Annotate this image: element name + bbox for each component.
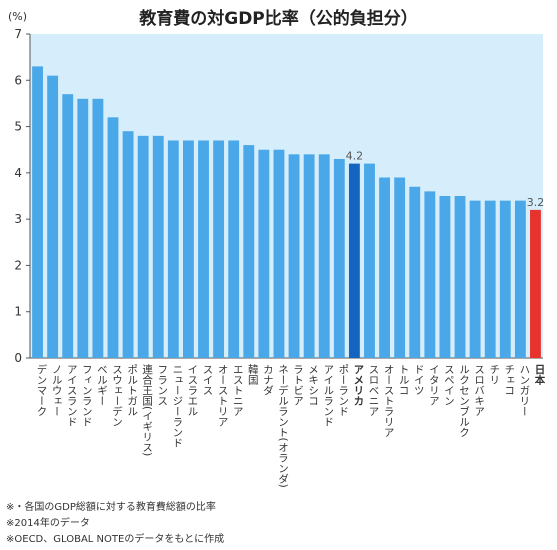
bar (424, 191, 436, 358)
category-label: ルクセンブルク (458, 364, 470, 438)
y-tick-label: 6 (14, 73, 22, 87)
y-tick-label: 2 (14, 258, 22, 272)
category-label: トルコ (398, 364, 410, 396)
category-label: スロベニア (367, 364, 379, 417)
footnote-2: ※2014年のデータ (6, 518, 90, 529)
bar (182, 140, 194, 358)
footnote-1: ※・各国のGDP総額に対する教育費総額の比率 (6, 502, 216, 513)
category-label: スペイン (443, 364, 455, 406)
y-tick-label: 3 (14, 212, 22, 226)
category-label: アイスランド (66, 364, 78, 427)
bar (258, 149, 270, 358)
category-label: ラトビア (292, 364, 304, 406)
bar (167, 140, 179, 358)
footnotes: ※・各国のGDP総額に対する教育費総額の比率 ※2014年のデータ ※OECD、… (6, 500, 224, 548)
chart-title: 教育費の対GDP比率（公的負担分） (139, 9, 418, 29)
bar (213, 140, 225, 358)
category-label: 韓国 (247, 364, 259, 386)
category-label: メキシコ (307, 364, 319, 406)
footnote-3: ※OECD、GLOBAL NOTEのデータをもとに作成 (6, 534, 225, 545)
y-tick-label: 7 (14, 27, 22, 41)
bar (137, 135, 149, 358)
plot-area (30, 34, 543, 358)
category-label: ポルトガル (126, 364, 138, 417)
bar (92, 98, 104, 359)
category-label: スロバキア (473, 364, 485, 417)
bar (364, 163, 375, 358)
bar (333, 158, 345, 358)
bar (62, 94, 74, 359)
category-label: イタリア (428, 364, 440, 406)
category-label: ポーランド (337, 364, 349, 417)
bar (394, 177, 406, 358)
bar-chart: (%) 0 1 2 3 4 5 6 7 デンマーク ノルウェー アイスランド フィンランド ベルギー スウェ… (8, 10, 545, 488)
bar (77, 98, 89, 359)
category-label: フランス (156, 364, 168, 406)
bar (198, 140, 209, 358)
y-axis-unit-label: (%) (8, 10, 27, 23)
category-label: エストニア (232, 364, 244, 417)
category-label: ドイツ (413, 364, 425, 396)
category-label: チリ (488, 364, 500, 385)
category-label: 連合王国(イギリス) (141, 363, 153, 456)
bar (530, 209, 541, 358)
y-tick-label: 1 (14, 305, 22, 319)
category-label: ニュージーランド (171, 364, 183, 448)
bar (273, 149, 285, 358)
bar (454, 196, 466, 358)
category-label: ノルウェー (51, 364, 63, 417)
bar (469, 200, 481, 358)
bar (47, 75, 59, 359)
category-label: チェコ (503, 364, 515, 396)
category-label: スイス (202, 364, 214, 396)
bar (499, 200, 511, 358)
category-label: イスラエル (186, 364, 198, 417)
bar (379, 177, 391, 358)
category-label: アメリカ (352, 364, 364, 406)
category-label: オーストリア (217, 364, 229, 427)
bar (484, 200, 496, 358)
category-label: フィンランド (81, 364, 93, 427)
category-label: デンマーク (36, 363, 48, 416)
bar (303, 154, 315, 358)
category-label: ハンガリー (518, 364, 530, 417)
bar (288, 154, 300, 358)
bar (122, 131, 134, 358)
bar (318, 154, 330, 358)
data-label: 3.2 (527, 196, 545, 209)
category-label: オーストラリア (383, 364, 395, 438)
bar (514, 200, 526, 358)
category-label: 日本 (533, 364, 545, 386)
bar (152, 135, 164, 358)
category-label: アイルランド (322, 364, 334, 427)
bar (243, 145, 255, 358)
y-tick-label: 0 (14, 351, 22, 365)
bar (439, 196, 451, 358)
category-label: ネーデルラント(オランダ) (277, 364, 289, 488)
bar (32, 66, 43, 359)
y-tick-label: 4 (14, 166, 22, 180)
category-label: カナダ (262, 364, 274, 396)
data-label: 4.2 (346, 150, 364, 163)
bar (409, 186, 421, 358)
bar (107, 117, 119, 358)
y-tick-label: 5 (14, 120, 22, 134)
category-label: ベルギー (96, 364, 108, 406)
bar (228, 140, 240, 358)
category-label: スウェーデン (111, 364, 123, 427)
bar (348, 163, 360, 358)
